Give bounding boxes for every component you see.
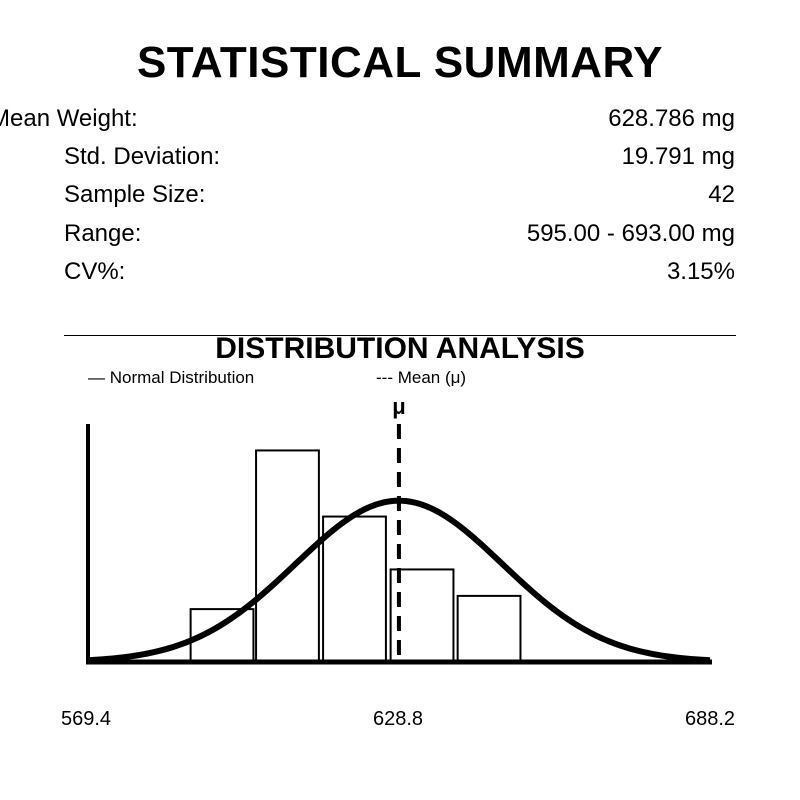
stat-value: 628.786 mg	[608, 105, 735, 132]
page-title: STATISTICAL SUMMARY	[136, 38, 664, 87]
stat-value: 595.00 - 693.00 mg	[526, 220, 735, 247]
x-tick-label: 688.2	[685, 708, 736, 730]
histogram-bar-5	[456, 594, 522, 664]
stat-value: 3.15%	[666, 258, 735, 285]
distribution-title: DISTRIBUTION ANALYSIS	[215, 332, 585, 365]
histogram-bars	[189, 449, 522, 664]
legend-normal-distribution: — Normal Distribution	[88, 368, 255, 387]
stat-label: CV%:	[64, 258, 126, 285]
x-tick-label: 628.8	[373, 708, 424, 730]
stat-label: Mean Weight:	[0, 105, 138, 132]
stat-row-std: Std. Deviation: 19.791 mg	[0, 143, 800, 173]
stat-row-mean: Mean Weight: 628.786 mg	[0, 105, 800, 135]
section-divider	[64, 335, 736, 336]
stat-row-sample-size: Sample Size: 42	[0, 181, 800, 211]
stat-label: Sample Size:	[64, 181, 206, 208]
stat-label: Std. Deviation:	[64, 143, 221, 170]
stat-label: Range:	[64, 220, 142, 247]
stat-row-range: Range: 595.00 - 693.00 mg	[0, 220, 800, 250]
x-tick-label: 569.4	[61, 708, 112, 730]
stat-row-cv: CV%: 3.15%	[0, 258, 800, 288]
legend-mean: --- Mean (μ)	[376, 368, 467, 387]
histogram-bar-4	[389, 568, 455, 664]
mean-marker: μ	[392, 394, 405, 419]
stat-value: 19.791 mg	[621, 143, 735, 170]
stat-value: 42	[708, 181, 735, 208]
histogram-bar-3	[322, 515, 387, 663]
histogram-bar-2	[255, 449, 320, 664]
